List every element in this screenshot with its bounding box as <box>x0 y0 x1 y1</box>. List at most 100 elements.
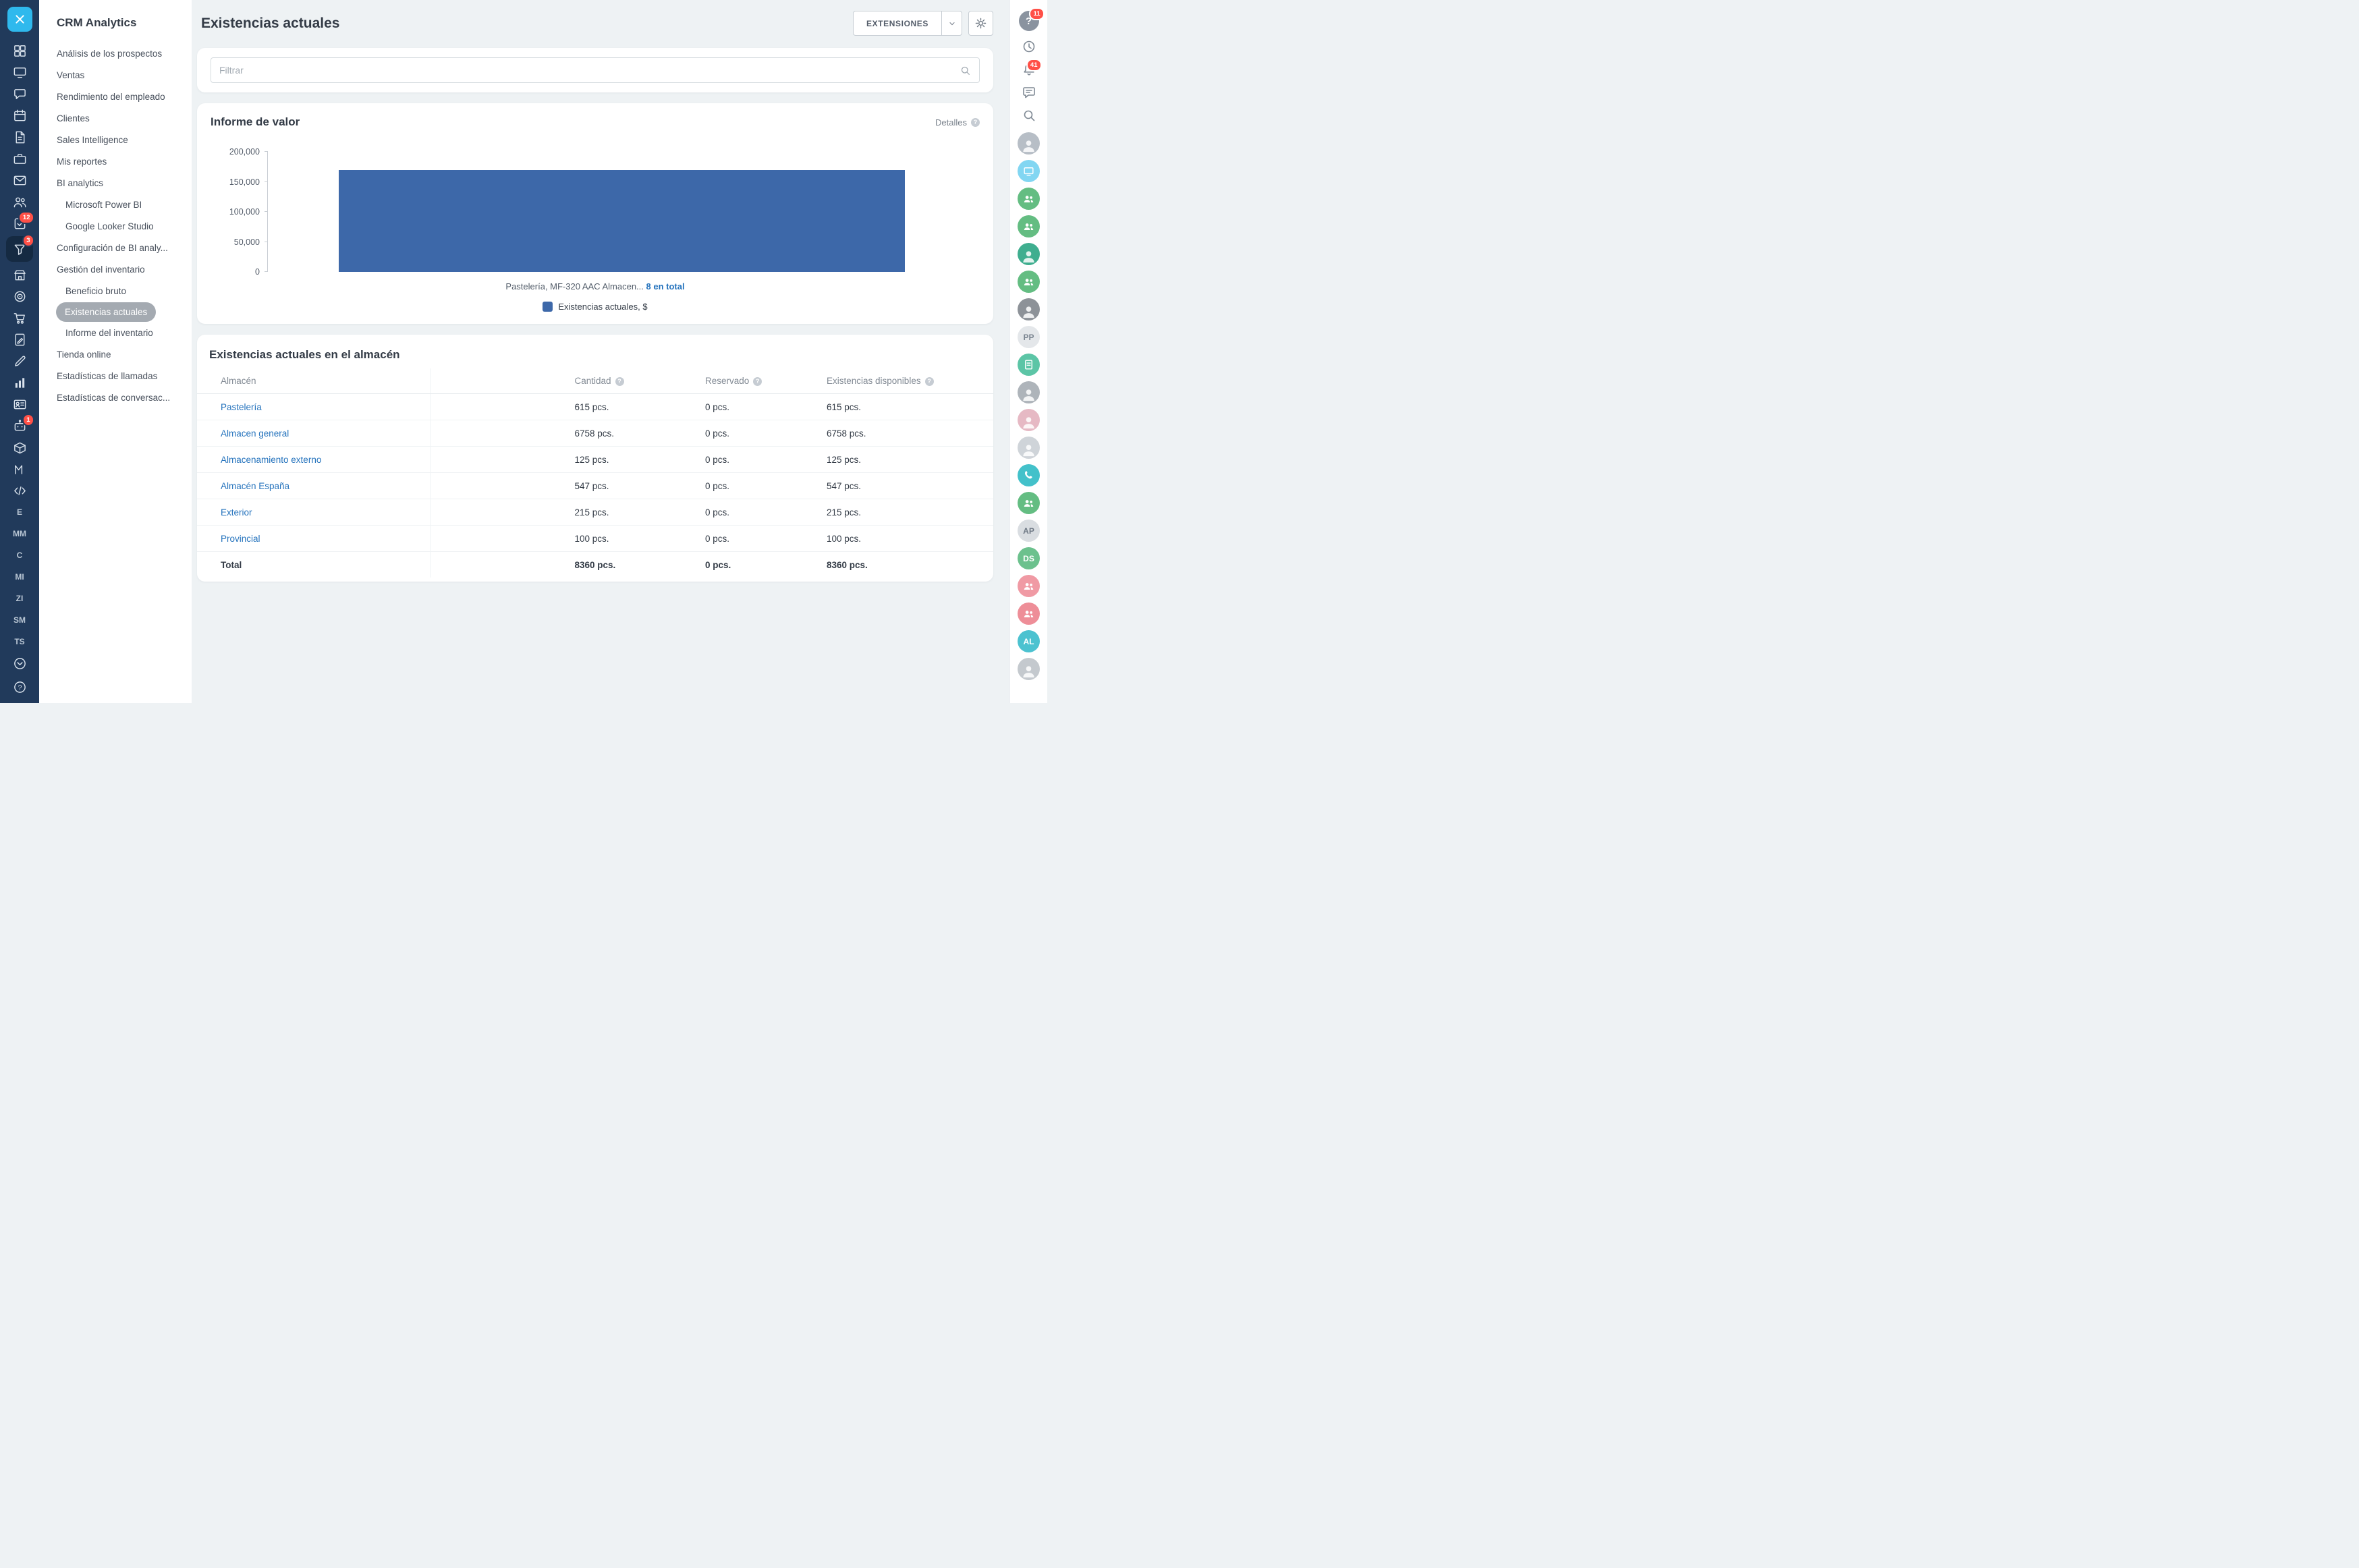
sidebar-item-label: Sales Intelligence <box>57 135 128 145</box>
warehouse-link[interactable]: Exterior <box>221 507 252 517</box>
workgroup-shortcut[interactable]: E <box>16 507 22 517</box>
tasks-badge: 12 <box>18 211 34 224</box>
sidebar-item[interactable]: BI analytics <box>47 173 186 194</box>
caption-total-link[interactable]: 8 en total <box>646 281 685 291</box>
workgroup-shortcut[interactable]: MI <box>15 572 24 582</box>
avatar[interactable] <box>1018 243 1040 265</box>
avatar[interactable] <box>1018 603 1040 625</box>
rail-item-bi-analytics[interactable] <box>6 372 33 393</box>
avatar[interactable]: AP <box>1018 520 1040 542</box>
warehouse-link[interactable]: Almacenamiento externo <box>221 454 322 465</box>
help-button[interactable]: 11 <box>1018 7 1045 31</box>
sidebar-item[interactable]: Ventas <box>47 65 186 86</box>
sidebar-item[interactable]: Estadísticas de llamadas <box>47 366 186 387</box>
chart-bar[interactable] <box>338 169 906 272</box>
info-icon[interactable] <box>753 377 762 386</box>
avatar[interactable] <box>1018 354 1040 376</box>
avatar[interactable] <box>1018 215 1040 237</box>
notifications-button[interactable]: 41 <box>1022 59 1042 77</box>
rail-item-feed[interactable] <box>6 40 33 61</box>
rail-item-groups[interactable] <box>6 192 33 212</box>
avatar[interactable] <box>1018 464 1040 486</box>
chart-legend[interactable]: Existencias actuales, $ <box>211 302 980 312</box>
avatar[interactable] <box>1018 658 1040 680</box>
avatar[interactable] <box>1018 271 1040 293</box>
rail-item-inventory[interactable] <box>6 437 33 457</box>
warehouse-link[interactable]: Almacén España <box>221 480 290 491</box>
rail-item-documents[interactable] <box>6 127 33 147</box>
details-link[interactable]: Detalles <box>935 117 980 128</box>
sidebar-item[interactable]: Clientes <box>47 108 186 129</box>
sidebar-item[interactable]: Existencias actuales <box>56 302 157 322</box>
card-title: Informe de valor <box>211 115 300 128</box>
rail-help-button[interactable]: ? <box>6 677 33 697</box>
rail-item-shop[interactable] <box>6 308 33 328</box>
sidebar-item[interactable]: Rendimiento del empleado <box>47 86 186 107</box>
avatar[interactable] <box>1018 132 1040 155</box>
avatar[interactable] <box>1018 409 1040 431</box>
sidebar-item[interactable]: Estadísticas de conversac... <box>47 387 186 408</box>
extensions-dropdown-button[interactable] <box>941 11 962 36</box>
users-icon <box>1024 611 1034 618</box>
sidebar-item[interactable]: Análisis de los prospectos <box>47 43 186 64</box>
info-icon[interactable] <box>615 377 624 386</box>
disponibles-cell: 215 pcs. <box>818 499 993 526</box>
rail-item-messenger[interactable] <box>6 84 33 104</box>
rail-item-crm[interactable]: 3 <box>6 234 34 262</box>
rail-item-workspace[interactable] <box>6 62 33 82</box>
sidebar-item[interactable]: Microsoft Power BI <box>47 194 186 215</box>
avatar[interactable] <box>1018 188 1040 210</box>
avatar[interactable]: PP <box>1018 326 1040 348</box>
messages-button[interactable] <box>1022 85 1036 100</box>
avatar[interactable] <box>1018 160 1040 182</box>
filter-input[interactable] <box>219 65 960 76</box>
sidebar-item[interactable]: Mis reportes <box>47 151 186 172</box>
workgroup-shortcut[interactable]: TS <box>14 637 25 646</box>
extensions-button[interactable]: EXTENSIONES <box>853 11 941 36</box>
rail-item-tasks[interactable]: 12 <box>6 211 34 233</box>
sidebar-item[interactable]: Gestión del inventario <box>47 259 186 280</box>
pen-icon <box>14 356 26 366</box>
rail-item-devops[interactable] <box>6 480 33 501</box>
sidebar-item[interactable]: Tienda online <box>47 344 186 365</box>
history-button[interactable] <box>1022 39 1036 54</box>
rail-item-automation[interactable]: 1 <box>6 414 34 436</box>
help-icon: ? <box>13 681 26 693</box>
warehouse-link[interactable]: Pastelería <box>221 401 262 412</box>
rail-item-drive[interactable] <box>6 148 33 169</box>
workgroup-shortcut[interactable]: MM <box>13 529 26 538</box>
rail-item-hr[interactable] <box>6 394 33 414</box>
close-menu-button[interactable] <box>7 7 32 32</box>
sidebar-item[interactable]: Google Looker Studio <box>47 216 186 237</box>
settings-button[interactable] <box>968 11 993 36</box>
rail-item-mail[interactable] <box>6 170 33 190</box>
total-reservado: 0 pcs. <box>697 551 818 578</box>
info-icon[interactable] <box>924 377 934 386</box>
search-button[interactable] <box>1022 108 1036 123</box>
avatar[interactable]: AL <box>1018 630 1040 652</box>
avatar[interactable] <box>1018 381 1040 403</box>
sidebar-item[interactable]: Informe del inventario <box>47 323 186 343</box>
workgroup-shortcut[interactable]: SM <box>13 615 26 625</box>
sidebar-item[interactable]: Sales Intelligence <box>47 130 186 150</box>
avatar[interactable] <box>1018 298 1040 320</box>
warehouse-link[interactable]: Almacen general <box>221 428 289 439</box>
avatar[interactable] <box>1018 437 1040 459</box>
avatar[interactable]: DS <box>1018 547 1040 569</box>
rail-item-sign[interactable] <box>6 351 33 371</box>
total-disponibles: 8360 pcs. <box>818 551 993 578</box>
rail-item-calendar[interactable] <box>6 105 33 125</box>
rail-more-button[interactable] <box>6 653 33 673</box>
sidebar-item[interactable]: Configuración de BI analy... <box>47 237 186 258</box>
avatar[interactable] <box>1018 492 1040 514</box>
rail-item-marketing[interactable] <box>6 286 33 306</box>
workgroup-shortcut[interactable]: ZI <box>16 594 24 603</box>
rail-item-metrics[interactable] <box>6 459 33 479</box>
rail-item-contracts[interactable] <box>6 329 33 349</box>
avatar[interactable] <box>1018 575 1040 597</box>
warehouse-link[interactable]: Provincial <box>221 533 260 544</box>
workgroup-shortcut[interactable]: C <box>16 551 23 560</box>
sidebar-item[interactable]: Beneficio bruto <box>47 281 186 302</box>
rail-item-market[interactable] <box>6 264 33 285</box>
search-icon[interactable] <box>960 65 971 76</box>
